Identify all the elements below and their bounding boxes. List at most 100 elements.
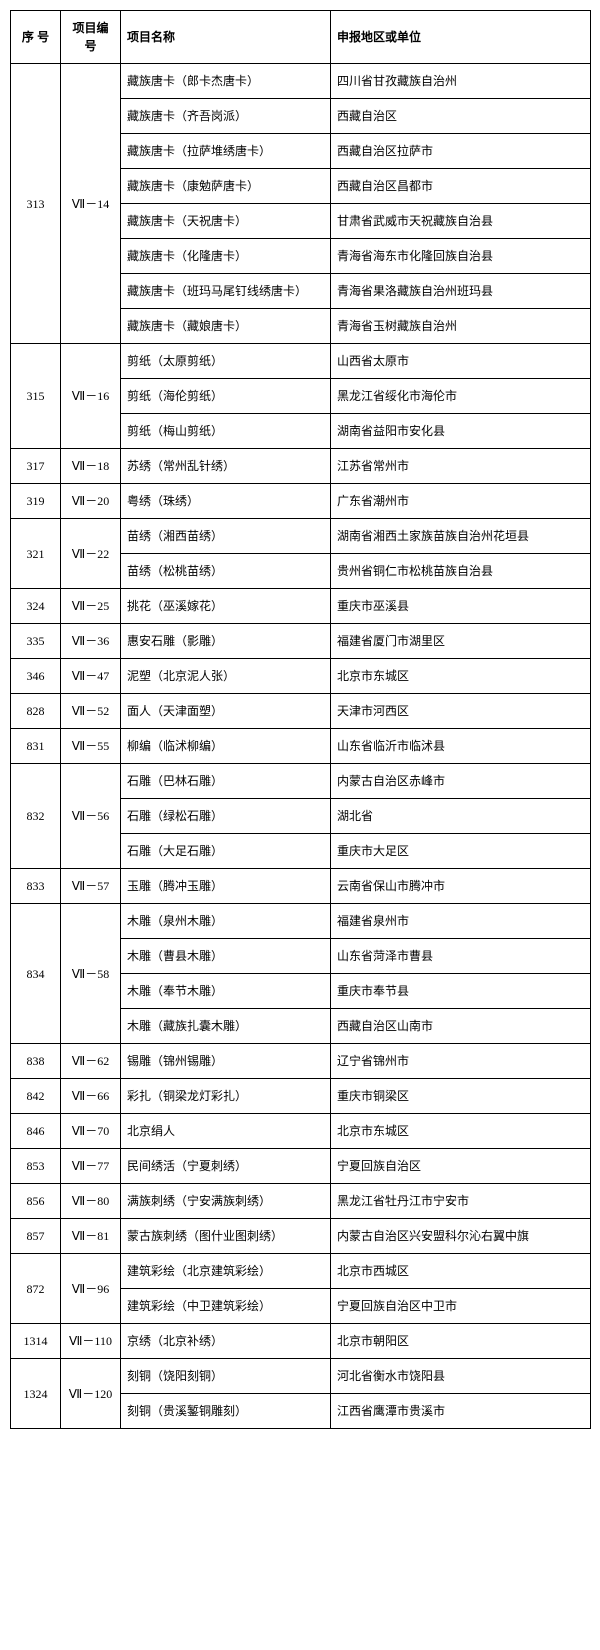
table-row: 832Ⅶ－56石雕（巴林石雕）内蒙古自治区赤峰市 — [11, 764, 591, 799]
table-row: 853Ⅶ－77民间绣活（宁夏刺绣）宁夏回族自治区 — [11, 1149, 591, 1184]
cell-region: 北京市东城区 — [331, 1114, 591, 1149]
cell-region: 宁夏回族自治区 — [331, 1149, 591, 1184]
cell-region: 西藏自治区 — [331, 99, 591, 134]
cell-region: 湖南省湘西土家族苗族自治州花垣县 — [331, 519, 591, 554]
cell-seq: 857 — [11, 1219, 61, 1254]
table-row: 324Ⅶ－25挑花（巫溪嫁花）重庆市巫溪县 — [11, 589, 591, 624]
cell-seq: 831 — [11, 729, 61, 764]
cell-name: 剪纸（梅山剪纸） — [121, 414, 331, 449]
cell-name: 面人（天津面塑） — [121, 694, 331, 729]
cell-region: 青海省海东市化隆回族自治县 — [331, 239, 591, 274]
cell-name: 藏族唐卡（化隆唐卡） — [121, 239, 331, 274]
table-row: 856Ⅶ－80满族刺绣（宁安满族刺绣）黑龙江省牡丹江市宁安市 — [11, 1184, 591, 1219]
cell-seq: 834 — [11, 904, 61, 1044]
cell-region: 湖南省益阳市安化县 — [331, 414, 591, 449]
cell-code: Ⅶ－110 — [61, 1324, 121, 1359]
cell-region: 内蒙古自治区赤峰市 — [331, 764, 591, 799]
cell-name: 苏绣（常州乱针绣） — [121, 449, 331, 484]
cell-region: 黑龙江省牡丹江市宁安市 — [331, 1184, 591, 1219]
col-header-region: 申报地区或单位 — [331, 11, 591, 64]
table-row: 346Ⅶ－47泥塑（北京泥人张）北京市东城区 — [11, 659, 591, 694]
cell-code: Ⅶ－57 — [61, 869, 121, 904]
cell-name: 藏族唐卡（齐吾岗派） — [121, 99, 331, 134]
cell-seq: 872 — [11, 1254, 61, 1324]
table-row: 313Ⅶ－14藏族唐卡（郎卡杰唐卡）四川省甘孜藏族自治州 — [11, 64, 591, 99]
cell-region: 山东省菏泽市曹县 — [331, 939, 591, 974]
cell-code: Ⅶ－80 — [61, 1184, 121, 1219]
cell-region: 内蒙古自治区兴安盟科尔沁右翼中旗 — [331, 1219, 591, 1254]
heritage-projects-table: 序 号项目编号项目名称申报地区或单位 313Ⅶ－14藏族唐卡（郎卡杰唐卡）四川省… — [10, 10, 591, 1429]
cell-name: 民间绣活（宁夏刺绣） — [121, 1149, 331, 1184]
cell-name: 藏族唐卡（班玛马尾钉线绣唐卡） — [121, 274, 331, 309]
cell-seq: 321 — [11, 519, 61, 589]
table-row: 872Ⅶ－96建筑彩绘（北京建筑彩绘）北京市西城区 — [11, 1254, 591, 1289]
cell-name: 木雕（藏族扎囊木雕） — [121, 1009, 331, 1044]
table-row: 838Ⅶ－62锡雕（锦州锡雕）辽宁省锦州市 — [11, 1044, 591, 1079]
cell-region: 江苏省常州市 — [331, 449, 591, 484]
table-row: 315Ⅶ－16剪纸（太原剪纸）山西省太原市 — [11, 344, 591, 379]
cell-code: Ⅶ－56 — [61, 764, 121, 869]
cell-region: 重庆市铜梁区 — [331, 1079, 591, 1114]
cell-name: 粤绣（珠绣） — [121, 484, 331, 519]
cell-name: 满族刺绣（宁安满族刺绣） — [121, 1184, 331, 1219]
cell-code: Ⅶ－14 — [61, 64, 121, 344]
cell-seq: 846 — [11, 1114, 61, 1149]
cell-name: 玉雕（腾冲玉雕） — [121, 869, 331, 904]
cell-code: Ⅶ－55 — [61, 729, 121, 764]
table-row: 846Ⅶ－70北京绢人北京市东城区 — [11, 1114, 591, 1149]
cell-region: 青海省玉树藏族自治州 — [331, 309, 591, 344]
cell-seq: 853 — [11, 1149, 61, 1184]
cell-code: Ⅶ－77 — [61, 1149, 121, 1184]
cell-region: 重庆市大足区 — [331, 834, 591, 869]
cell-seq: 838 — [11, 1044, 61, 1079]
cell-seq: 324 — [11, 589, 61, 624]
cell-code: Ⅶ－81 — [61, 1219, 121, 1254]
cell-region: 青海省果洛藏族自治州班玛县 — [331, 274, 591, 309]
cell-name: 藏族唐卡（郎卡杰唐卡） — [121, 64, 331, 99]
table-row: 1314Ⅶ－110京绣（北京补绣）北京市朝阳区 — [11, 1324, 591, 1359]
cell-name: 蒙古族刺绣（图什业图刺绣） — [121, 1219, 331, 1254]
cell-code: Ⅶ－120 — [61, 1359, 121, 1429]
cell-name: 柳编（临沭柳编） — [121, 729, 331, 764]
cell-name: 锡雕（锦州锡雕） — [121, 1044, 331, 1079]
cell-seq: 832 — [11, 764, 61, 869]
cell-code: Ⅶ－20 — [61, 484, 121, 519]
cell-region: 辽宁省锦州市 — [331, 1044, 591, 1079]
cell-seq: 1314 — [11, 1324, 61, 1359]
cell-seq: 319 — [11, 484, 61, 519]
table-row: 319Ⅶ－20粤绣（珠绣）广东省潮州市 — [11, 484, 591, 519]
cell-seq: 313 — [11, 64, 61, 344]
table-row: 317Ⅶ－18苏绣（常州乱针绣）江苏省常州市 — [11, 449, 591, 484]
cell-name: 北京绢人 — [121, 1114, 331, 1149]
cell-code: Ⅶ－52 — [61, 694, 121, 729]
cell-code: Ⅶ－22 — [61, 519, 121, 589]
cell-region: 湖北省 — [331, 799, 591, 834]
table-body: 313Ⅶ－14藏族唐卡（郎卡杰唐卡）四川省甘孜藏族自治州藏族唐卡（齐吾岗派）西藏… — [11, 64, 591, 1429]
cell-name: 木雕（泉州木雕） — [121, 904, 331, 939]
cell-seq: 335 — [11, 624, 61, 659]
cell-code: Ⅶ－62 — [61, 1044, 121, 1079]
cell-seq: 1324 — [11, 1359, 61, 1429]
cell-code: Ⅶ－58 — [61, 904, 121, 1044]
cell-region: 重庆市奉节县 — [331, 974, 591, 1009]
cell-name: 建筑彩绘（北京建筑彩绘） — [121, 1254, 331, 1289]
cell-region: 甘肃省武威市天祝藏族自治县 — [331, 204, 591, 239]
cell-name: 木雕（奉节木雕） — [121, 974, 331, 1009]
cell-code: Ⅶ－25 — [61, 589, 121, 624]
cell-region: 福建省厦门市湖里区 — [331, 624, 591, 659]
cell-code: Ⅶ－36 — [61, 624, 121, 659]
cell-seq: 315 — [11, 344, 61, 449]
cell-region: 山东省临沂市临沭县 — [331, 729, 591, 764]
cell-seq: 833 — [11, 869, 61, 904]
cell-name: 石雕（大足石雕） — [121, 834, 331, 869]
cell-region: 河北省衡水市饶阳县 — [331, 1359, 591, 1394]
table-header: 序 号项目编号项目名称申报地区或单位 — [11, 11, 591, 64]
cell-seq: 828 — [11, 694, 61, 729]
col-header-code: 项目编号 — [61, 11, 121, 64]
cell-seq: 856 — [11, 1184, 61, 1219]
cell-code: Ⅶ－66 — [61, 1079, 121, 1114]
cell-name: 京绣（北京补绣） — [121, 1324, 331, 1359]
cell-code: Ⅶ－16 — [61, 344, 121, 449]
table-row: 1324Ⅶ－120刻铜（饶阳刻铜）河北省衡水市饶阳县 — [11, 1359, 591, 1394]
cell-name: 剪纸（太原剪纸） — [121, 344, 331, 379]
